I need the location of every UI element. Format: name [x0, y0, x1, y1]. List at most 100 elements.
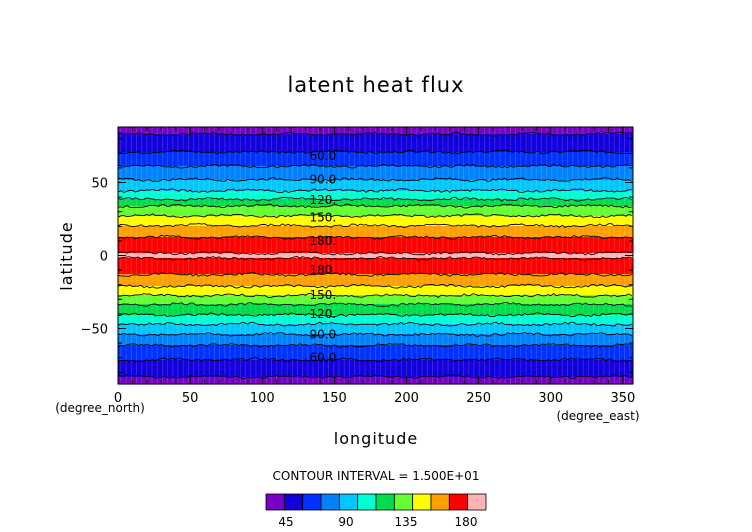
band-strip	[118, 299, 633, 301]
band-strip	[118, 212, 633, 214]
chart-title: latent heat flux	[287, 73, 464, 97]
colorbar-swatch	[412, 493, 432, 511]
contour-interval-text: CONTOUR INTERVAL = 1.500E+01	[273, 469, 480, 483]
y-axis-unit: (degree_north)	[55, 401, 145, 415]
band-strip	[118, 338, 633, 340]
band-strip	[118, 359, 633, 361]
band-strip	[118, 297, 633, 299]
band-strip	[118, 202, 633, 204]
colorbar-tick-label: 180	[455, 515, 478, 529]
band-strip	[118, 356, 633, 358]
band-strip	[118, 369, 633, 371]
band-strip	[118, 128, 633, 130]
band-strip	[118, 320, 633, 322]
band-strip	[118, 243, 633, 245]
band-strip	[118, 309, 633, 311]
band-strip	[118, 201, 633, 203]
band-strip	[118, 378, 633, 380]
band-strip	[118, 193, 633, 195]
band-strip	[118, 225, 633, 227]
contour-line	[117, 163, 632, 169]
band-strip	[118, 253, 633, 255]
band-strip	[118, 194, 633, 196]
band-strip	[118, 127, 633, 129]
band-strip	[118, 139, 633, 141]
band-strip	[118, 269, 633, 271]
band-strip	[118, 167, 633, 169]
band-strip	[118, 241, 633, 243]
band-strip	[118, 219, 633, 221]
band-strip	[118, 332, 633, 334]
band-strip	[118, 177, 633, 179]
band-strip	[118, 315, 633, 317]
band-strip	[118, 267, 633, 269]
contour-line	[117, 223, 632, 228]
contour-line	[117, 177, 632, 182]
band-strip	[118, 380, 633, 382]
colorbar-tick-label: 45	[278, 515, 293, 529]
band-strip	[118, 192, 633, 194]
x-tick-label: 50	[182, 391, 199, 406]
band-strip	[118, 377, 633, 379]
band-strip	[118, 162, 633, 164]
band-strip	[118, 168, 633, 170]
band-strip	[118, 272, 633, 274]
band-strip	[118, 175, 633, 177]
band-strip	[118, 382, 633, 384]
band-strip	[118, 276, 633, 278]
band-strip	[118, 156, 633, 158]
band-strip	[118, 233, 633, 235]
band-strip	[118, 258, 633, 260]
colorbar-swatch	[283, 493, 304, 511]
band-strip	[118, 131, 633, 133]
band-strip	[118, 172, 633, 174]
colorbar-swatch	[448, 493, 469, 511]
band-strip	[118, 296, 633, 298]
band-strip	[118, 227, 633, 229]
band-strip	[118, 158, 633, 160]
contour-label: 180.	[310, 234, 337, 248]
band-strip	[118, 246, 633, 248]
band-strip	[118, 234, 633, 236]
band-strip	[118, 154, 633, 156]
band-strip	[118, 200, 633, 202]
contour-line	[117, 196, 632, 202]
band-strip	[118, 275, 633, 277]
band-strip	[118, 146, 633, 148]
contour-label: 90.0	[310, 173, 337, 187]
x-tick-label: 300	[538, 391, 563, 406]
y-tick-label: 0	[100, 250, 108, 265]
band-strip	[118, 345, 633, 347]
band-strip	[118, 141, 633, 143]
band-strip	[118, 254, 633, 256]
band-strip	[118, 354, 633, 356]
band-strip	[118, 250, 633, 252]
band-strip	[118, 279, 633, 281]
band-strip	[118, 284, 633, 286]
x-axis-unit: (degree_east)	[556, 409, 639, 423]
band-strip	[118, 149, 633, 151]
band-strip	[118, 278, 633, 280]
band-strip	[118, 319, 633, 321]
band-strip	[118, 357, 633, 359]
y-axis-label: latitude	[57, 221, 76, 290]
band-strip	[118, 311, 633, 313]
x-axis-ticks: 0 50 100 150 200 250 300 350	[114, 127, 635, 406]
x-tick-label: 200	[394, 391, 419, 406]
colorbar-swatch	[430, 493, 450, 511]
vertical-texture-lines	[120, 127, 631, 384]
colorbar-swatch	[375, 493, 395, 511]
band-strip	[118, 316, 633, 318]
contour-line	[117, 213, 632, 219]
contour-label: 60.0	[310, 351, 337, 365]
band-strip	[118, 290, 633, 292]
contour-label: 150.	[310, 211, 337, 225]
band-strip	[118, 353, 633, 355]
band-strip	[118, 211, 633, 213]
band-strip	[118, 197, 633, 199]
band-strip	[118, 179, 633, 181]
band-strip	[118, 196, 633, 198]
contour-line	[117, 302, 632, 307]
band-strip	[118, 195, 633, 197]
